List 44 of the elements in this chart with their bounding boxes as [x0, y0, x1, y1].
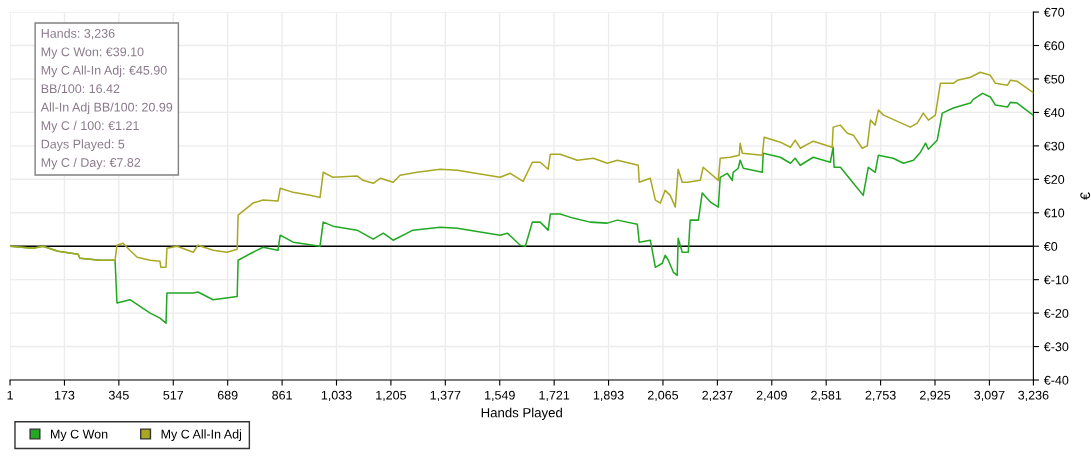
annotation: My C All-In Adj: €45.90: [41, 65, 167, 78]
y-tick-label: €70: [1043, 7, 1065, 17]
y-tick-label: €10: [1043, 208, 1065, 218]
x-tick-label: 2,237: [702, 390, 733, 402]
x-tick-label: 2,409: [756, 390, 787, 402]
x-tick-label: 2,065: [647, 390, 679, 402]
x-tick-label: 2,925: [920, 390, 951, 402]
annotation: My C Won: €39.10: [41, 47, 144, 59]
y-tick-label: €20: [1043, 175, 1065, 184]
x-tick-label: 1,205: [376, 390, 407, 402]
legend-label: My C Won: [51, 429, 108, 441]
x-tick-label: 689: [217, 390, 238, 400]
x-tick-label: 3,097: [974, 390, 1005, 402]
annotation: All-In Adj BB/100: 20.99: [40, 102, 173, 115]
y-tick-label: €50: [1043, 74, 1065, 84]
x-tick-label: 861: [272, 390, 292, 400]
annotation: My C / 100: €1.21: [41, 120, 139, 133]
y-tick-label: €-40: [1043, 375, 1069, 385]
x-tick-label: 517: [163, 390, 184, 400]
x-tick-label: 1: [7, 390, 13, 400]
x-tick-label: 2,581: [811, 390, 842, 402]
y-tick-label: €-10: [1043, 275, 1069, 285]
y-tick-label: €60: [1043, 41, 1065, 51]
x-tick-label: 1,721: [539, 390, 570, 402]
y-tick-label: €-30: [1043, 342, 1069, 352]
y-tick-label: €40: [1043, 108, 1065, 118]
annotation: Hands: 3,236: [41, 28, 115, 40]
annotation: Days Played: 5: [41, 139, 125, 151]
x-tick-label: 1,033: [321, 390, 352, 402]
x-axis-title: Hands Played: [481, 407, 562, 420]
x-tick-label: 1,377: [430, 390, 461, 402]
legend-label: My C All-In Adj: [161, 429, 242, 441]
x-tick-label: 1,893: [593, 390, 624, 402]
x-tick-label: 1,549: [485, 390, 515, 402]
y-tick-label: €30: [1043, 141, 1065, 151]
x-tick-label: 345: [108, 390, 129, 400]
y-axis-title: €: [1080, 192, 1091, 200]
x-tick-label: 2,753: [865, 390, 896, 402]
annotation: My C / Day: €7.82: [41, 157, 141, 170]
annotation: BB/100: 16.42: [41, 83, 120, 94]
x-tick-label: 173: [54, 390, 75, 400]
y-tick-label: €-20: [1043, 308, 1069, 318]
x-tick-label: 3,236: [1018, 390, 1049, 402]
y-tick-label: €0: [1043, 242, 1058, 251]
